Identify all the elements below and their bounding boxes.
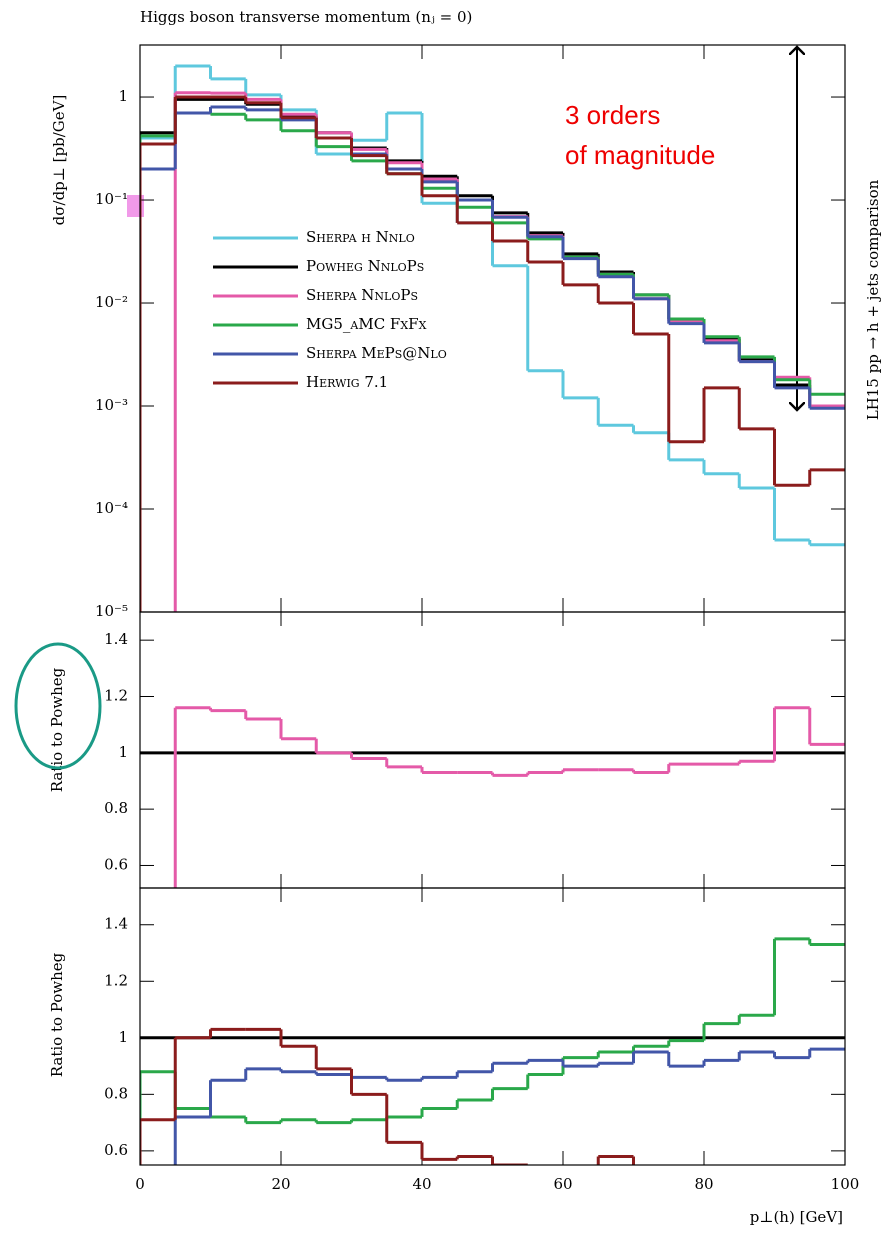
y-tick-label: 10⁻² (95, 293, 128, 311)
y-tick-label: 0.6 (104, 855, 128, 873)
y-axis-label: dσ/dp⊥ [pb/GeV] (50, 95, 68, 226)
highlight-ellipse (14, 642, 102, 770)
x-tick-label: 20 (271, 1175, 290, 1193)
legend-label: MG5_aMC FxFx (306, 315, 427, 333)
x-axis-label: p⊥(h) [GeV] (750, 1208, 843, 1226)
y-tick-label: 1.4 (104, 915, 128, 933)
y-tick-label: 1 (118, 87, 128, 105)
annotation: of magnitude (565, 140, 715, 170)
annotation: 3 orders (565, 100, 660, 130)
y-tick-label: 1.2 (104, 971, 128, 989)
plot-frame (139, 887, 846, 1166)
y-tick-label: 10⁻¹ (95, 190, 128, 208)
x-tick-label: 0 (135, 1175, 145, 1193)
y-tick-label: 10⁻⁵ (95, 602, 128, 620)
y-axis-label: Ratio to Powheg (48, 952, 66, 1077)
x-tick-label: 100 (831, 1175, 860, 1193)
side-label: LH15 pp → h + jets comparison (864, 179, 882, 420)
y-tick-label: 1 (118, 1028, 128, 1046)
legend-label: Sherpa MePs@Nlo (306, 344, 447, 362)
plot-frame (139, 44, 846, 613)
x-tick-label: 40 (412, 1175, 431, 1193)
y-tick-label: 1.4 (104, 630, 128, 648)
chart-title: Higgs boson transverse momentum (nⱼ = 0) (140, 8, 472, 26)
plot-area (140, 706, 845, 888)
y-tick-label: 10⁻³ (95, 396, 128, 414)
legend-label: Sherpa NnloPs (306, 286, 418, 304)
plot-area (140, 64, 845, 612)
y-tick-label: 1.2 (104, 686, 128, 704)
legend-label: Herwig 7.1 (306, 373, 388, 391)
y-axis-label: Ratio to Powheg (48, 667, 66, 792)
y-tick-label: 0.6 (104, 1141, 128, 1159)
y-tick-label: 1 (118, 743, 128, 761)
y-tick-label: 10⁻⁴ (95, 499, 128, 517)
y-tick-label: 0.8 (104, 1084, 128, 1102)
legend-label: Powheg NnloPs (306, 257, 424, 275)
legend-label: Sherpa h Nnlo (306, 228, 415, 246)
x-tick-label: 80 (694, 1175, 713, 1193)
plot-area (140, 937, 845, 1165)
y-tick-label: 0.8 (104, 799, 128, 817)
x-tick-label: 60 (553, 1175, 572, 1193)
plot-frame (139, 611, 846, 889)
